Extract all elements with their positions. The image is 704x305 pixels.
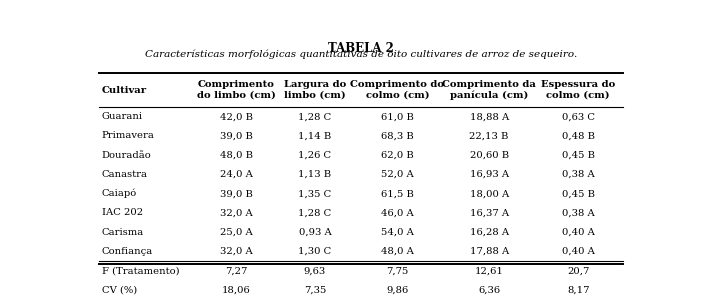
- Text: 16,93 A: 16,93 A: [470, 170, 509, 179]
- Text: 22,13 B: 22,13 B: [470, 131, 509, 140]
- Text: 39,0 B: 39,0 B: [220, 131, 253, 140]
- Text: 62,0 B: 62,0 B: [381, 151, 414, 160]
- Text: 68,3 B: 68,3 B: [381, 131, 414, 140]
- Text: 42,0 B: 42,0 B: [220, 112, 253, 121]
- Text: IAC 202: IAC 202: [101, 209, 143, 217]
- Text: 52,0 A: 52,0 A: [381, 170, 414, 179]
- Text: 54,0 A: 54,0 A: [381, 228, 414, 237]
- Text: Comprimento da
panícula (cm): Comprimento da panícula (cm): [442, 80, 536, 100]
- Text: Largura do
limbo (cm): Largura do limbo (cm): [284, 80, 346, 100]
- Text: 24,0 A: 24,0 A: [220, 170, 253, 179]
- Text: 39,0 B: 39,0 B: [220, 189, 253, 198]
- Text: Características morfológicas quantitativas de oito cultivares de arroz de sequei: Características morfológicas quantitativ…: [145, 49, 577, 59]
- Text: 1,14 B: 1,14 B: [298, 131, 332, 140]
- Text: Caiapó: Caiapó: [101, 189, 137, 199]
- Text: 0,45 B: 0,45 B: [562, 151, 595, 160]
- Text: 0,40 A: 0,40 A: [562, 247, 595, 256]
- Text: 17,88 A: 17,88 A: [470, 247, 509, 256]
- Text: 9,63: 9,63: [304, 266, 326, 275]
- Text: 1,30 C: 1,30 C: [298, 247, 332, 256]
- Text: 46,0 A: 46,0 A: [381, 209, 414, 217]
- Text: 61,0 B: 61,0 B: [381, 112, 414, 121]
- Text: Espessura do
colmo (cm): Espessura do colmo (cm): [541, 80, 615, 100]
- Text: 0,93 A: 0,93 A: [298, 228, 332, 237]
- Text: 0,48 B: 0,48 B: [562, 131, 595, 140]
- Text: 7,75: 7,75: [386, 266, 408, 275]
- Text: Comprimento do
colmo (cm): Comprimento do colmo (cm): [351, 80, 444, 100]
- Text: 16,28 A: 16,28 A: [470, 228, 509, 237]
- Text: 1,28 C: 1,28 C: [298, 112, 332, 121]
- Text: 0,38 A: 0,38 A: [562, 170, 595, 179]
- Text: 48,0 B: 48,0 B: [220, 151, 253, 160]
- Text: 0,38 A: 0,38 A: [562, 209, 595, 217]
- Text: 7,35: 7,35: [304, 285, 326, 295]
- Text: 0,45 B: 0,45 B: [562, 189, 595, 198]
- Text: 20,60 B: 20,60 B: [470, 151, 509, 160]
- Text: 8,17: 8,17: [567, 285, 589, 295]
- Text: 32,0 A: 32,0 A: [220, 247, 253, 256]
- Text: F (Tratamento): F (Tratamento): [101, 266, 180, 275]
- Text: Comprimento
do limbo (cm): Comprimento do limbo (cm): [197, 80, 276, 100]
- Text: 48,0 A: 48,0 A: [381, 247, 414, 256]
- Text: 18,88 A: 18,88 A: [470, 112, 509, 121]
- Text: Guarani: Guarani: [101, 112, 143, 121]
- Text: Cultivar: Cultivar: [101, 85, 146, 95]
- Text: Primavera: Primavera: [101, 131, 154, 140]
- Text: 12,61: 12,61: [474, 266, 503, 275]
- Text: 18,00 A: 18,00 A: [470, 189, 509, 198]
- Text: 9,86: 9,86: [386, 285, 408, 295]
- Text: 0,63 C: 0,63 C: [562, 112, 595, 121]
- Text: 20,7: 20,7: [567, 266, 589, 275]
- Text: 16,37 A: 16,37 A: [470, 209, 509, 217]
- Text: 6,36: 6,36: [478, 285, 500, 295]
- Text: 32,0 A: 32,0 A: [220, 209, 253, 217]
- Text: Carisma: Carisma: [101, 228, 144, 237]
- Text: Douradão: Douradão: [101, 151, 151, 160]
- Text: 25,0 A: 25,0 A: [220, 228, 253, 237]
- Text: 1,13 B: 1,13 B: [298, 170, 332, 179]
- Text: Canastra: Canastra: [101, 170, 148, 179]
- Text: TABELA 2: TABELA 2: [328, 42, 394, 56]
- Text: 1,28 C: 1,28 C: [298, 209, 332, 217]
- Text: 1,26 C: 1,26 C: [298, 151, 332, 160]
- Text: 18,06: 18,06: [222, 285, 251, 295]
- Text: 7,27: 7,27: [225, 266, 248, 275]
- Text: 0,40 A: 0,40 A: [562, 228, 595, 237]
- Text: 61,5 B: 61,5 B: [381, 189, 414, 198]
- Text: CV (%): CV (%): [101, 285, 137, 295]
- Text: Confiança: Confiança: [101, 247, 153, 256]
- Text: 1,35 C: 1,35 C: [298, 189, 332, 198]
